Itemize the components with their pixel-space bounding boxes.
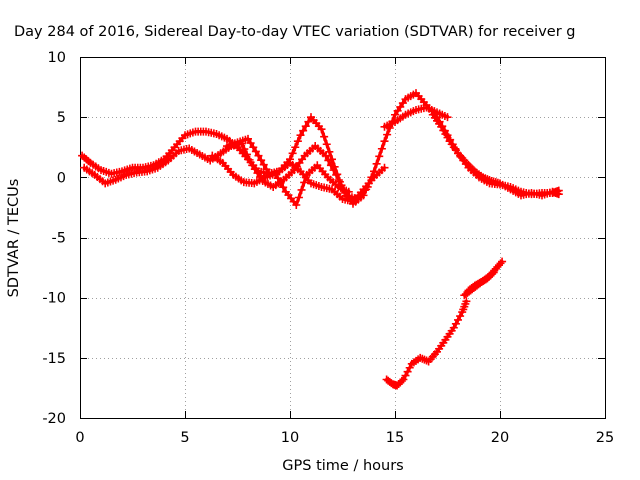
data-point [344, 187, 353, 196]
data-point [324, 156, 333, 165]
data-point [320, 132, 329, 141]
data-point [372, 159, 381, 168]
x-tick-label: 5 [180, 430, 189, 446]
data-point [251, 147, 260, 156]
x-axis-title: GPS time / hours [282, 458, 403, 474]
data-point [293, 137, 302, 146]
data-point [397, 376, 406, 385]
data-point [321, 151, 330, 160]
data-point [257, 156, 266, 165]
data-point [498, 257, 507, 266]
data-point [554, 190, 563, 199]
data-point [462, 297, 471, 306]
y-tick-label: 10 [48, 50, 66, 66]
data-point [380, 163, 389, 172]
series-track-4 [223, 134, 389, 206]
chart-title: Day 284 of 2016, Sidereal Day-to-day VTE… [14, 24, 575, 40]
y-tick-label: 0 [57, 170, 66, 186]
data-point [326, 161, 335, 170]
data-point [332, 170, 341, 179]
series-track-5 [380, 103, 452, 131]
y-tick-labels: -20 -15 -10 -5 0 5 10 [42, 50, 66, 427]
data-point [262, 165, 271, 174]
data-point [334, 176, 343, 185]
data-point [325, 147, 334, 156]
x-tick-label: 15 [386, 430, 404, 446]
x-tick-label: 10 [281, 430, 299, 446]
data-point [322, 140, 331, 149]
y-tick-label: 5 [57, 110, 66, 126]
y-tick-label: -15 [42, 351, 66, 367]
data-point [245, 155, 254, 164]
x-tick-label: 20 [491, 430, 509, 446]
data-point [254, 151, 263, 160]
data-point [317, 125, 326, 134]
data-point [301, 122, 310, 131]
y-tick-label: -20 [42, 411, 66, 427]
data-point [383, 130, 392, 139]
data-point [380, 137, 389, 146]
data-point [377, 144, 386, 153]
data-point [292, 201, 301, 210]
data-point [443, 113, 452, 122]
axis-ticks [80, 57, 606, 419]
data-point [294, 193, 303, 202]
data-point [296, 131, 305, 140]
data-point [496, 259, 505, 268]
data-point [300, 178, 309, 187]
y-tick-label: -5 [52, 231, 66, 247]
data-point [276, 178, 285, 187]
data-point [288, 149, 297, 158]
data-point [299, 126, 308, 135]
series-track-3 [208, 151, 353, 210]
data-point [329, 166, 338, 175]
series-track-7 [382, 297, 471, 390]
data-point [488, 269, 497, 278]
series-track-6 [428, 110, 563, 200]
y-axis-title: SDTVAR / TECUs [6, 179, 22, 298]
series-layer [78, 89, 563, 390]
data-point [489, 268, 498, 277]
x-tick-label: 0 [75, 430, 84, 446]
data-point [246, 139, 255, 148]
data-point [273, 174, 282, 183]
data-point [291, 143, 300, 152]
data-point [297, 185, 306, 194]
series-track-9 [464, 268, 498, 295]
data-point [375, 152, 384, 161]
x-tick-label: 25 [596, 430, 614, 446]
data-point [249, 143, 258, 152]
y-tick-label: -10 [42, 291, 66, 307]
x-tick-labels: 0 5 10 15 20 25 [75, 430, 614, 446]
data-point [304, 117, 313, 126]
data-point [259, 160, 268, 169]
data-point [244, 134, 252, 143]
data-point [279, 183, 288, 192]
data-point [242, 150, 251, 159]
data-point [240, 145, 249, 154]
